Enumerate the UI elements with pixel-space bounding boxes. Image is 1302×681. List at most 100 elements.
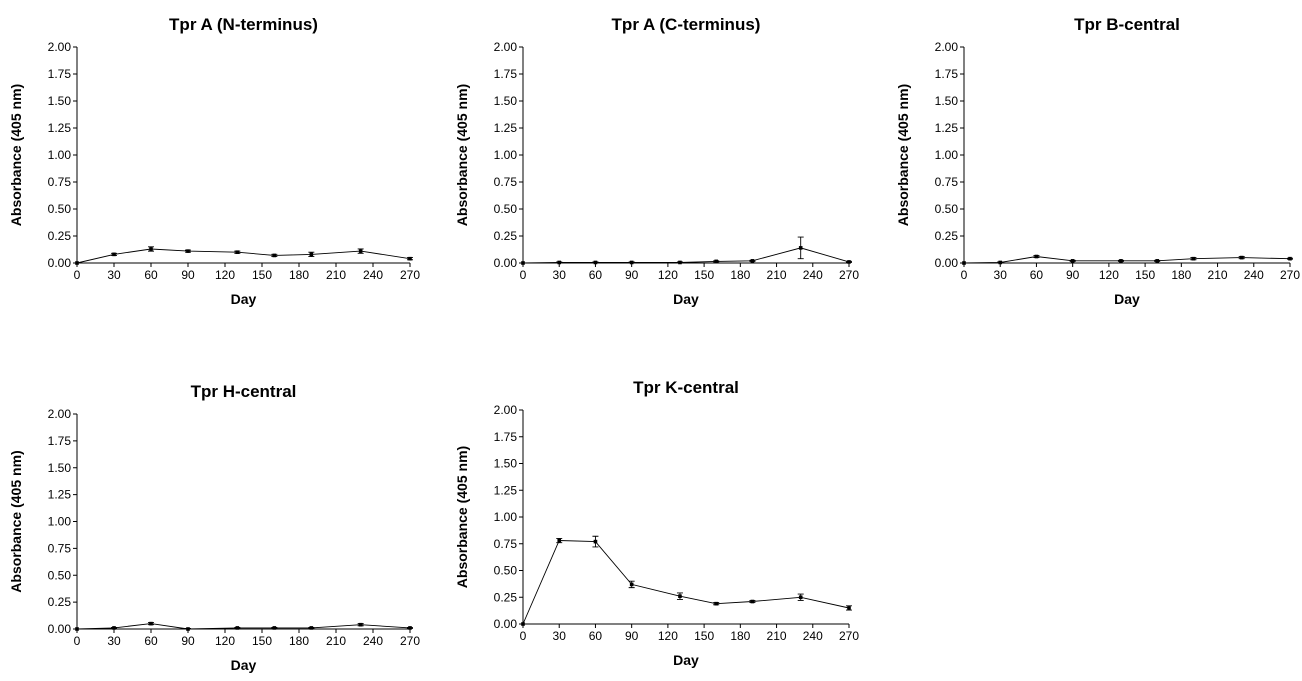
y-tick-label: 1.50 [935,94,959,108]
y-tick-label: 2.00 [494,403,518,417]
y-tick-label: 1.50 [48,94,72,108]
data-point [714,601,718,606]
data-point [75,627,79,631]
y-tick-label: 2.00 [494,40,518,54]
x-tick-label: 270 [400,268,420,282]
x-tick-label: 30 [553,268,567,282]
y-tick-label: 1.50 [494,94,518,108]
data-point [272,253,277,258]
x-tick-label: 240 [803,629,823,643]
data-point [962,261,966,265]
data-point [235,626,240,630]
x-tick-label: 150 [252,634,272,648]
y-tick-label: 0.50 [48,202,72,216]
x-tick-label: 270 [400,634,420,648]
data-point [593,260,598,265]
data-point [750,259,755,263]
chart-panel-5: Tpr K-central 0.00 0.25 0.50 0.75 1.00 1.25 1.5… [454,378,859,668]
x-tick-label: 120 [215,634,235,648]
chart-title: Tpr H-central [191,382,297,401]
y-tick-label: 1.25 [935,121,959,135]
x-tick-label: 180 [289,268,309,282]
y-tick-label: 2.00 [48,407,72,421]
x-tick-label: 30 [994,268,1008,282]
x-tick-label: 60 [589,629,603,643]
x-tick-label: 60 [589,268,603,282]
y-tick-label: 1.00 [48,148,72,162]
x-tick-label: 90 [1066,268,1080,282]
x-tick-label: 90 [625,268,639,282]
y-tick-label: 1.50 [48,461,72,475]
x-tick-label: 0 [961,268,968,282]
data-point [1119,259,1123,263]
data-point [798,595,803,600]
y-tick-label: 1.25 [48,121,72,135]
data-point [358,249,363,253]
data-point [186,249,190,253]
y-tick-label: 0.75 [494,175,518,189]
data-point [714,259,718,264]
x-tick-label: 60 [144,634,158,648]
x-tick-label: 240 [1244,268,1264,282]
x-axis-label: Day [231,291,257,307]
series-line [522,247,850,264]
x-tick-label: 90 [181,268,195,282]
data-point [112,252,116,257]
y-tick-label: 0.50 [935,202,959,216]
x-axis-label: Day [1114,291,1140,307]
data-point [1155,259,1159,263]
x-axis-label: Day [231,657,257,673]
data-point [750,599,755,604]
y-tick-label: 1.00 [935,148,959,162]
x-tick-label: 240 [363,268,383,282]
x-tick-label: 0 [520,268,527,282]
x-tick-label: 210 [767,268,787,282]
y-tick-label: 0.25 [494,590,518,604]
x-tick-label: 210 [326,634,346,648]
data-point [521,261,525,265]
chart-title: Tpr K-central [633,378,739,397]
data-point [1191,256,1196,261]
y-tick-label: 0.50 [494,564,518,578]
series-line [522,540,850,625]
x-tick-label: 180 [730,268,750,282]
y-tick-label: 0.25 [48,229,72,243]
y-tick-label: 0.75 [48,175,72,189]
data-point [798,246,803,250]
data-point [408,256,412,261]
data-point [149,247,153,251]
chart-title: Tpr A (C-terminus) [612,15,761,34]
data-point [358,622,363,627]
data-point [272,626,277,630]
x-tick-label: 210 [767,629,787,643]
x-axis-label: Day [673,652,699,668]
y-tick-label: 0.50 [494,202,518,216]
y-axis-label: Absorbance (405 nm) [454,84,470,226]
y-tick-label: 1.00 [494,510,518,524]
y-tick-label: 0.75 [935,175,959,189]
data-point [998,260,1003,265]
y-tick-label: 1.00 [494,148,518,162]
data-point [847,606,851,610]
data-point [557,260,562,265]
x-tick-label: 210 [1208,268,1228,282]
x-tick-label: 150 [694,268,714,282]
y-tick-label: 1.25 [494,121,518,135]
data-point [1288,256,1292,261]
x-tick-label: 30 [553,629,567,643]
data-point [112,626,116,630]
x-tick-label: 120 [215,268,235,282]
y-axis-label: Absorbance (405 nm) [8,84,24,226]
x-tick-label: 270 [839,629,859,643]
data-point [521,622,525,626]
x-tick-label: 150 [252,268,272,282]
y-tick-label: 0.25 [494,229,518,243]
x-tick-label: 150 [694,629,714,643]
x-tick-label: 0 [74,268,81,282]
x-tick-label: 240 [363,634,383,648]
y-tick-label: 1.75 [935,67,959,81]
data-point [186,627,190,631]
data-point [235,250,240,254]
y-tick-label: 0.00 [48,622,72,636]
data-point [678,260,682,265]
